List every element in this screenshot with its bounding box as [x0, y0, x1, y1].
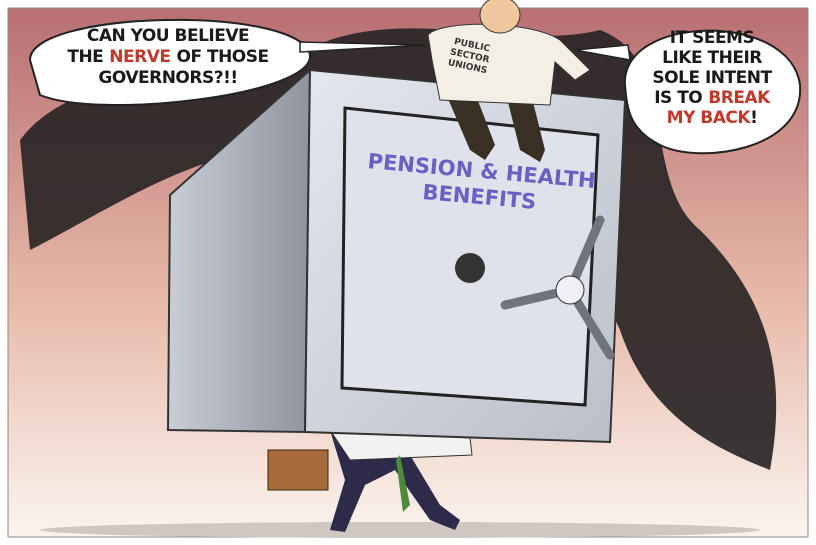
- bubble-line: GOVERNORS?!!: [98, 68, 237, 88]
- bubble-word: IS TO: [654, 88, 702, 108]
- bubble-line: MY BACK!: [667, 108, 758, 128]
- bubble-line: IS TO BREAK: [654, 88, 771, 108]
- ground: [40, 522, 760, 538]
- safe-dial: [455, 253, 485, 283]
- bubble-word: !: [750, 108, 757, 128]
- bubble-word: BREAK: [708, 88, 771, 108]
- bubble-word: NERVE: [109, 47, 170, 67]
- page: {"left_bubble": {"lines": [ [{"text": "C…: [0, 0, 816, 545]
- bubble-word: IT SEEMS: [670, 28, 754, 48]
- bubble-line: IT SEEMS: [670, 28, 754, 48]
- bubble-word: OF THOSE: [177, 47, 269, 67]
- bubble-line: LIKE THEIR: [662, 48, 762, 68]
- bubble-word: SOLE INTENT: [652, 68, 772, 88]
- bubble-word: LIKE THEIR: [662, 48, 762, 68]
- bubble-line: THE NERVE OF THOSE: [67, 47, 268, 67]
- cartoon: PENSION & HEALTHBENEFITS PUBLICSECTORUNI…: [0, 0, 816, 545]
- bubble-line: SOLE INTENT: [652, 68, 772, 88]
- bubble-line: CAN YOU BELIEVE: [87, 26, 249, 46]
- briefcase: [268, 450, 328, 490]
- safe-handle-hub: [556, 276, 584, 304]
- bubble-word: CAN YOU BELIEVE: [87, 26, 249, 46]
- bubble-word: THE: [67, 47, 103, 67]
- bubble-word: MY BACK: [667, 108, 752, 128]
- bubble-word: GOVERNORS?!!: [98, 68, 237, 88]
